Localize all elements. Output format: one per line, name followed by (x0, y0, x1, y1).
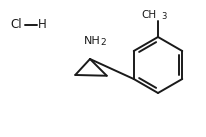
Text: Cl: Cl (10, 18, 21, 32)
Text: H: H (38, 18, 47, 32)
Text: CH: CH (141, 10, 156, 20)
Text: 3: 3 (160, 12, 166, 21)
Text: 2: 2 (99, 38, 105, 47)
Text: NH: NH (83, 36, 100, 46)
